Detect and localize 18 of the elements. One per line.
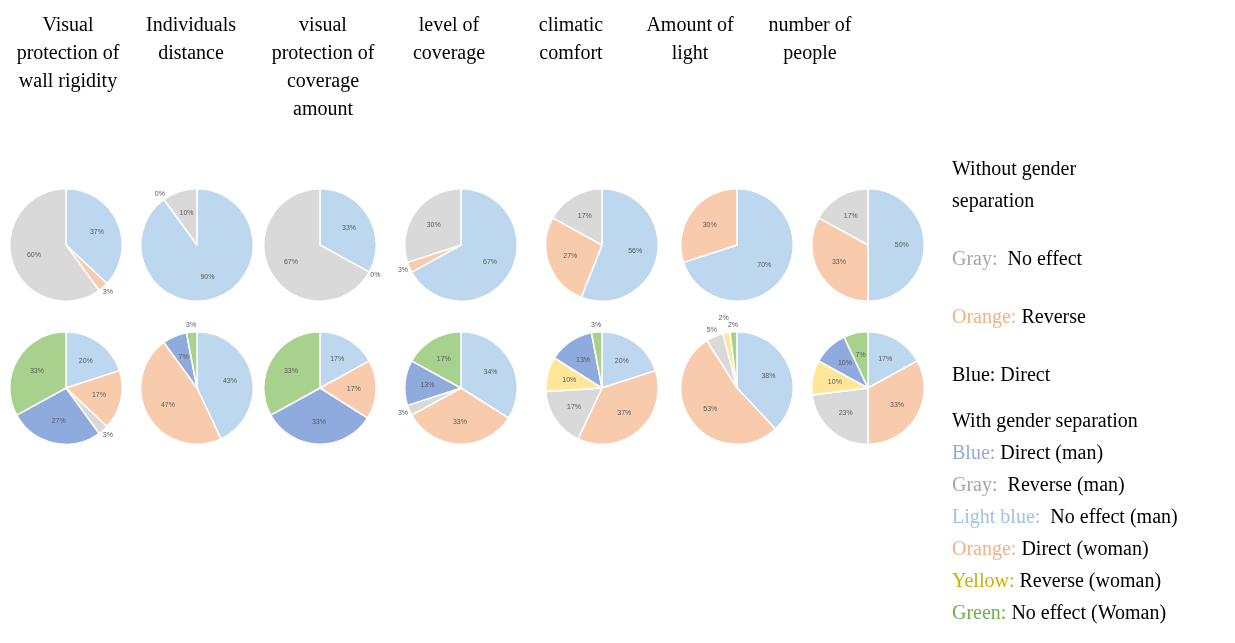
chart-title: level of coverage bbox=[411, 12, 487, 66]
text: Gray: No effect bbox=[952, 247, 1083, 269]
text: Green: No effect (Woman) bbox=[952, 601, 1167, 623]
chart-title: number of people bbox=[767, 12, 853, 66]
chart-title: climatic comfort bbox=[537, 12, 605, 65]
text: With gender separation bbox=[952, 408, 1139, 434]
text: Blue: Direct bbox=[952, 362, 1052, 387]
text: Orange: Reverse bbox=[952, 305, 1086, 327]
chart-title: Amount of light bbox=[645, 12, 735, 66]
text: Blue: Direct (man) bbox=[952, 441, 1104, 463]
text: Orange: Direct (woman) bbox=[952, 537, 1149, 559]
text: Without gender separation bbox=[952, 156, 1078, 214]
chart-title: Visual protection of wall rigidity bbox=[15, 12, 121, 94]
chart-title: visual protection of coverage amount bbox=[270, 12, 376, 121]
text: Gray: Reverse (man) bbox=[952, 473, 1125, 495]
text: Light blue: No effect (man) bbox=[952, 505, 1178, 527]
text: Yellow: Reverse (woman) bbox=[952, 569, 1162, 591]
chart-title: Individuals distance bbox=[145, 12, 237, 65]
